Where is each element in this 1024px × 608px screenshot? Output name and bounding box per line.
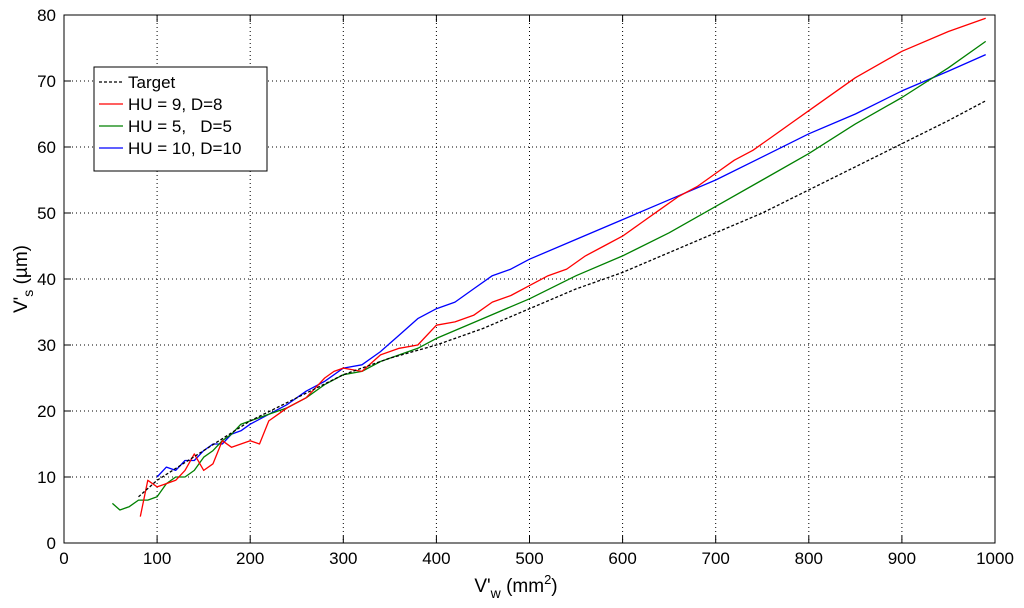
tick-labels: 0 100 200 300 400 500 600 700 800 900 1000 0 10 20 30 4…	[37, 6, 1014, 568]
x-tick-label: 300	[329, 549, 357, 568]
legend-box	[93, 66, 268, 172]
x-tick-label: 0	[59, 549, 68, 568]
x-tick-label: 600	[608, 549, 636, 568]
x-tick-label: 400	[422, 549, 450, 568]
y-tick-label: 30	[37, 336, 56, 355]
y-axis-label: V's (µm)	[11, 245, 36, 313]
y-tick-label: 10	[37, 468, 56, 487]
series-line-1	[138, 100, 987, 498]
y-tick-label: 80	[37, 6, 56, 25]
legend-label-1: Target	[128, 73, 176, 92]
legend: Target HU = 9, D=8 HU = 5, D=5 HU = 10, D=1…	[93, 66, 268, 172]
series-line-2	[139, 17, 986, 517]
axis-ticks	[63, 14, 996, 544]
x-tick-label: 800	[795, 549, 823, 568]
x-tick-label: 700	[702, 549, 730, 568]
y-tick-label: 50	[37, 204, 56, 223]
x-tick-label: 900	[888, 549, 916, 568]
legend-label-2: HU = 9, D=8	[128, 95, 223, 114]
series-layer	[111, 17, 987, 517]
x-tick-label: 100	[143, 549, 171, 568]
grid-lines	[64, 15, 995, 543]
y-tick-label: 20	[37, 402, 56, 421]
legend-label-3: HU = 5, D=5	[128, 117, 232, 136]
x-axis-label: V'w (mm2)	[474, 572, 557, 601]
y-tick-label: 70	[37, 72, 56, 91]
y-tick-label: 40	[37, 270, 56, 289]
x-tick-label: 200	[236, 549, 264, 568]
y-tick-label: 60	[37, 138, 56, 157]
series-line-4	[156, 54, 986, 478]
y-tick-label: 0	[47, 534, 56, 553]
legend-label-4: HU = 10, D=10	[128, 139, 241, 158]
x-tick-label: 1000	[976, 549, 1014, 568]
x-tick-label: 500	[515, 549, 543, 568]
